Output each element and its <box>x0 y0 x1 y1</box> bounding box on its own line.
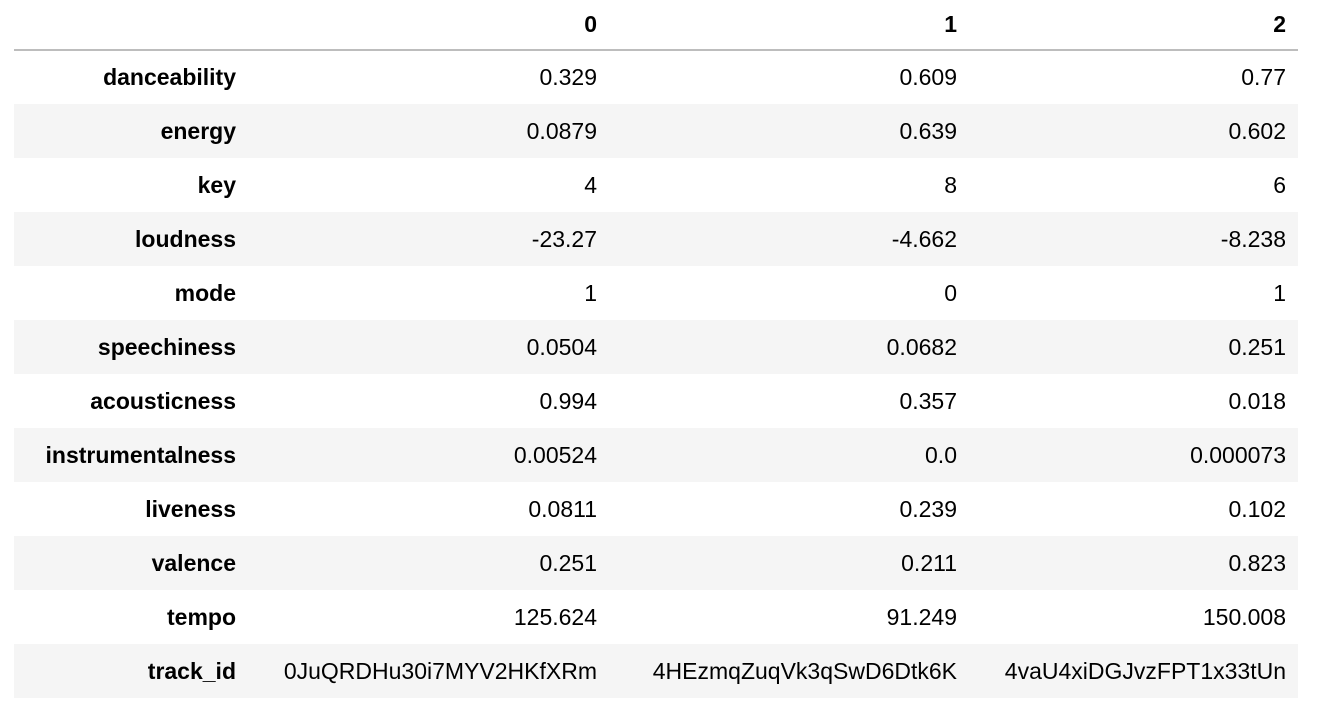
table-cell: 0.251 <box>1228 333 1286 360</box>
table-cell: 8 <box>944 171 957 198</box>
row-label: key <box>197 171 236 198</box>
index-header-cell <box>14 0 248 51</box>
table-header: 0 1 2 <box>14 0 1298 51</box>
table-cell: 0JuQRDHu30i7MYV2HKfXRm <box>283 657 597 684</box>
table-cell: 0.602 <box>1228 117 1286 144</box>
table-row: key 4 8 6 <box>14 158 1298 212</box>
table-cell: 1 <box>1273 279 1286 306</box>
table-row: speechiness 0.0504 0.0682 0.251 <box>14 320 1298 374</box>
table-row: instrumentalness 0.00524 0.0 0.000073 <box>14 428 1298 482</box>
row-label: tempo <box>167 603 236 630</box>
table-cell: 0.0682 <box>886 333 957 360</box>
table-cell: 0.357 <box>899 387 957 414</box>
table-row: track_id 0JuQRDHu30i7MYV2HKfXRm 4HEzmqZu… <box>14 644 1298 698</box>
table-cell: 0.102 <box>1228 495 1286 522</box>
table-cell: 0.211 <box>901 549 957 576</box>
column-header: 0 <box>248 0 609 51</box>
table-cell: 0.823 <box>1228 549 1286 576</box>
table-cell: -4.662 <box>891 225 957 252</box>
row-label: acousticness <box>90 387 236 414</box>
dataframe-table: 0 1 2 danceability 0.329 0.609 0.77 ener… <box>14 0 1298 698</box>
table-cell: 0.0 <box>925 441 957 468</box>
table-cell: 0.994 <box>539 387 597 414</box>
row-label: valence <box>151 549 236 576</box>
table-row: energy 0.0879 0.639 0.602 <box>14 104 1298 158</box>
table-cell: -8.238 <box>1220 225 1286 252</box>
table-cell: 0.239 <box>899 495 957 522</box>
table-cell: 4vaU4xiDGJvzFPT1x33tUn <box>1004 657 1286 684</box>
table-cell: 91.249 <box>886 603 957 630</box>
row-label: instrumentalness <box>45 441 236 468</box>
table-row: tempo 125.624 91.249 150.008 <box>14 590 1298 644</box>
table-row: liveness 0.0811 0.239 0.102 <box>14 482 1298 536</box>
header-row: 0 1 2 <box>14 0 1298 51</box>
table-cell: 0.77 <box>1241 64 1286 90</box>
table-cell: 0.0811 <box>528 495 597 522</box>
row-label: energy <box>160 117 236 144</box>
row-label: speechiness <box>97 333 236 360</box>
table-cell: 125.624 <box>513 603 597 630</box>
table-row: acousticness 0.994 0.357 0.018 <box>14 374 1298 428</box>
table-cell: -23.27 <box>531 225 597 252</box>
table-cell: 0.639 <box>899 117 957 144</box>
table-cell: 0.018 <box>1228 387 1286 414</box>
row-label: track_id <box>147 657 236 684</box>
table-cell: 0.00524 <box>513 441 597 468</box>
table-cell: 0.329 <box>539 64 597 90</box>
row-label: mode <box>174 279 236 306</box>
table-cell: 4HEzmqZuqVk3qSwD6Dtk6K <box>652 657 957 684</box>
table-body: danceability 0.329 0.609 0.77 energy 0.0… <box>14 50 1298 698</box>
dataframe-output: 0 1 2 danceability 0.329 0.609 0.77 ener… <box>14 0 1298 698</box>
table-cell: 6 <box>1273 171 1286 198</box>
table-cell: 0 <box>944 279 957 306</box>
table-row: mode 1 0 1 <box>14 266 1298 320</box>
table-row: danceability 0.329 0.609 0.77 <box>14 50 1298 104</box>
table-cell: 0.0879 <box>526 117 597 144</box>
table-cell: 4 <box>584 171 597 198</box>
table-cell: 0.000073 <box>1190 441 1286 468</box>
table-cell: 1 <box>584 279 597 306</box>
row-label: danceability <box>103 64 236 90</box>
table-cell: 0.251 <box>539 549 597 576</box>
table-row: valence 0.251 0.211 0.823 <box>14 536 1298 590</box>
table-cell: 0.609 <box>899 64 957 90</box>
table-cell: 150.008 <box>1202 603 1286 630</box>
row-label: liveness <box>145 495 236 522</box>
row-label: loudness <box>135 225 236 252</box>
column-header: 1 <box>609 0 969 51</box>
table-cell: 0.0504 <box>526 333 597 360</box>
column-header: 2 <box>969 0 1298 51</box>
table-row: loudness -23.27 -4.662 -8.238 <box>14 212 1298 266</box>
